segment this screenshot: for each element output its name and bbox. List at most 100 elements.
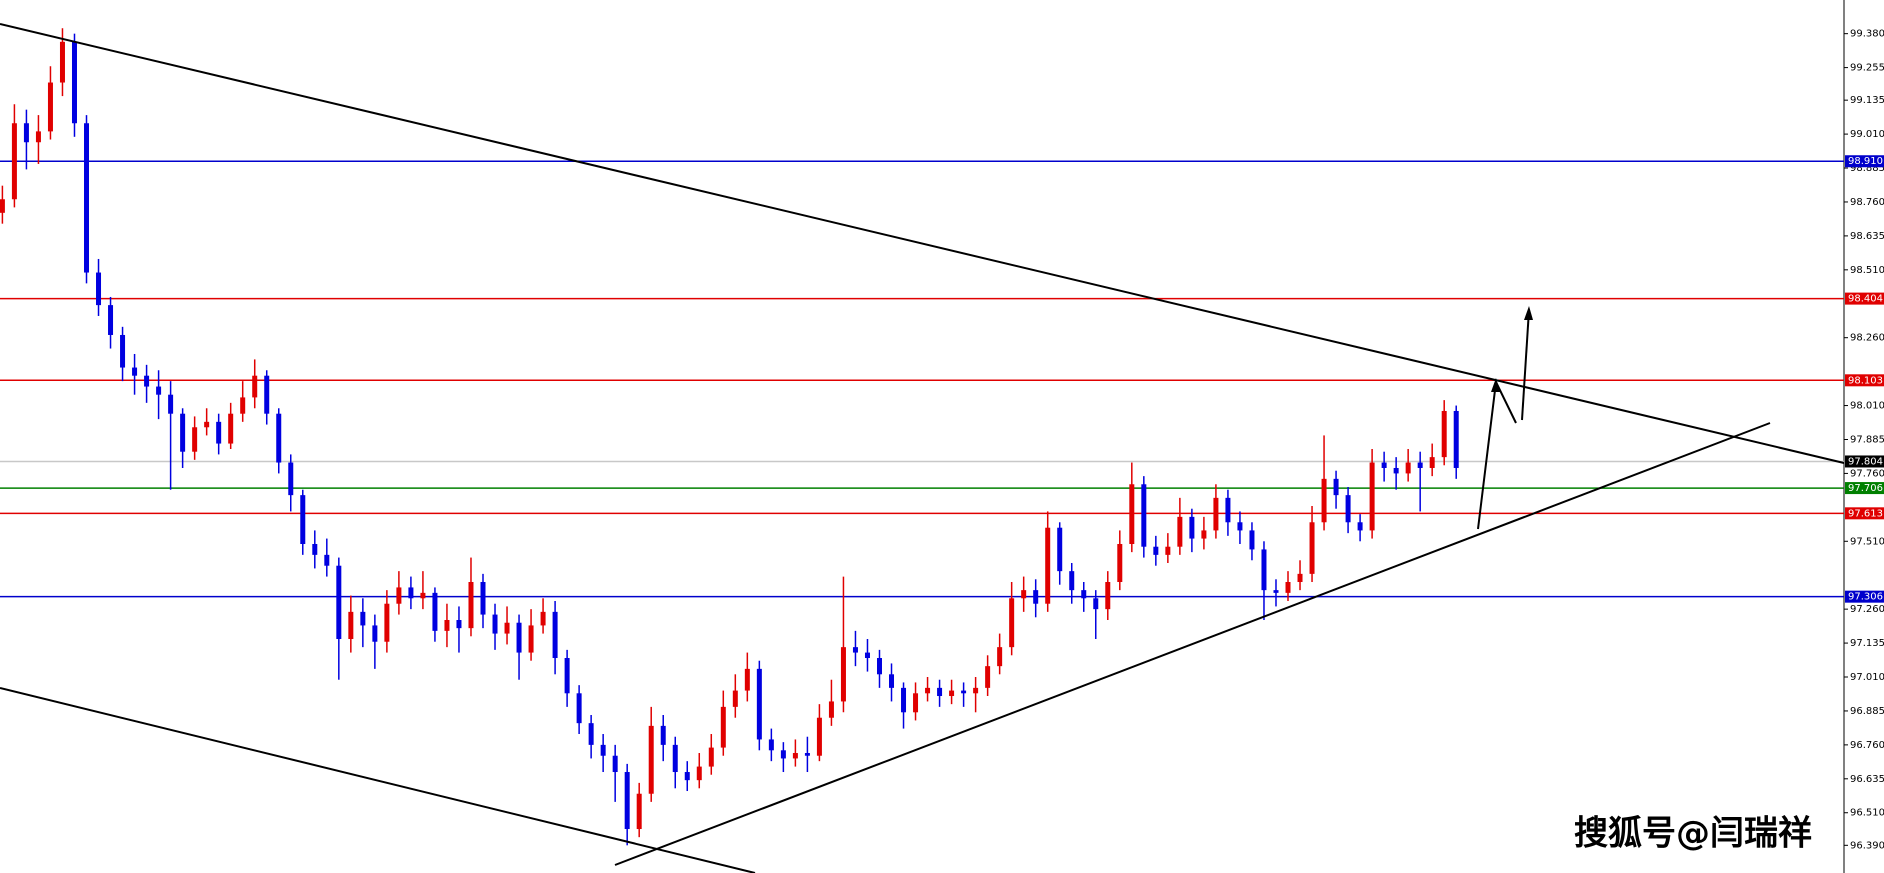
candle-body bbox=[372, 625, 378, 642]
candle-body bbox=[840, 647, 846, 702]
candle-body bbox=[1333, 478, 1339, 496]
candle-body bbox=[204, 421, 210, 428]
candle-body bbox=[768, 739, 774, 751]
candle-body bbox=[59, 41, 65, 83]
candle-body bbox=[600, 744, 606, 756]
candle-body bbox=[408, 587, 414, 599]
y-tick-label: 97.760 bbox=[1850, 468, 1884, 479]
candle-body bbox=[708, 747, 714, 767]
level-label-bg bbox=[1845, 507, 1884, 520]
candle-body bbox=[780, 750, 786, 759]
candle-body bbox=[300, 495, 306, 544]
candle-body bbox=[420, 592, 426, 599]
candle-body bbox=[1009, 598, 1015, 648]
candle-body bbox=[540, 611, 546, 626]
y-tick-label: 97.510 bbox=[1850, 536, 1884, 547]
candle-body bbox=[1201, 530, 1207, 539]
candle-body bbox=[240, 397, 246, 414]
candle-body bbox=[384, 603, 390, 642]
candle-body bbox=[0, 199, 5, 213]
candle-body bbox=[336, 565, 342, 640]
candle-body bbox=[816, 717, 822, 756]
candle-body bbox=[1213, 497, 1219, 531]
candle-body bbox=[720, 706, 726, 748]
candle-body bbox=[192, 427, 198, 452]
candle-body bbox=[1165, 546, 1171, 555]
candle-body bbox=[949, 690, 955, 697]
candle-body bbox=[961, 690, 967, 694]
candle-body bbox=[1225, 497, 1231, 523]
candles bbox=[0, 28, 1459, 846]
candle-body bbox=[11, 123, 17, 200]
candle-body bbox=[1309, 522, 1315, 574]
candle-body bbox=[396, 587, 402, 604]
candle-body bbox=[348, 611, 354, 640]
candle-body bbox=[144, 375, 150, 387]
candle-body bbox=[828, 701, 834, 718]
candle-body bbox=[108, 305, 114, 335]
y-tick-label: 97.260 bbox=[1850, 604, 1884, 615]
y-tick-label: 97.135 bbox=[1850, 638, 1884, 649]
y-axis: 99.380 99.255 99.135 99.010 98.885 98.760 98.6… bbox=[1844, 29, 1884, 851]
candle-body bbox=[852, 647, 858, 653]
candle-body bbox=[1273, 590, 1279, 593]
candle-body bbox=[804, 753, 810, 756]
candle-body bbox=[228, 413, 234, 444]
candle-body bbox=[1093, 598, 1099, 610]
y-tick-label: 99.380 bbox=[1850, 29, 1884, 40]
candle-body bbox=[84, 123, 90, 273]
candle-body bbox=[901, 687, 907, 713]
candle-body bbox=[360, 611, 366, 626]
trend-lines bbox=[0, 23, 1845, 873]
candle-body bbox=[324, 554, 330, 566]
y-tick-label: 96.635 bbox=[1850, 774, 1884, 785]
candle-body bbox=[624, 772, 630, 830]
candle-body bbox=[168, 394, 174, 414]
y-tick-label: 98.635 bbox=[1850, 231, 1884, 242]
level-label: 98.103 bbox=[1848, 375, 1883, 386]
candle-body bbox=[672, 744, 678, 773]
level-label: 97.613 bbox=[1848, 508, 1883, 519]
y-tick-label: 98.510 bbox=[1850, 265, 1884, 276]
candle-body bbox=[432, 592, 438, 631]
candle-body bbox=[312, 543, 318, 555]
candle-body bbox=[1285, 582, 1291, 593]
candle-body bbox=[889, 674, 895, 688]
candle-body bbox=[1393, 467, 1399, 474]
level-label: 97.706 bbox=[1848, 483, 1883, 494]
candle-body bbox=[1453, 410, 1459, 468]
candle-body bbox=[1405, 462, 1411, 474]
level-label-bg bbox=[1845, 292, 1884, 305]
candle-body bbox=[1057, 527, 1063, 572]
candle-body bbox=[264, 375, 270, 414]
candle-body bbox=[576, 693, 582, 724]
candle-body bbox=[1249, 530, 1255, 550]
level-label: 97.306 bbox=[1848, 592, 1883, 603]
candle-body bbox=[1117, 543, 1123, 582]
candle-body bbox=[744, 668, 750, 691]
candle-body bbox=[120, 334, 126, 368]
candle-body bbox=[156, 386, 162, 395]
candle-body bbox=[1105, 582, 1111, 610]
candle-body bbox=[792, 753, 798, 759]
candle-body bbox=[1321, 478, 1327, 523]
levels: 98.910 98.404 98.103 97.804 97.706 97.613 97.3… bbox=[0, 155, 1884, 603]
candle-body bbox=[180, 413, 186, 452]
candle-body bbox=[864, 652, 870, 659]
candle-body bbox=[588, 723, 594, 745]
trend-line bbox=[0, 23, 1845, 464]
candle-body bbox=[1369, 462, 1375, 531]
y-tick-label: 96.390 bbox=[1850, 840, 1884, 851]
candle-body bbox=[1045, 527, 1051, 604]
candle-body bbox=[1189, 516, 1195, 539]
candle-body bbox=[96, 272, 102, 306]
candle-body bbox=[997, 647, 1003, 667]
candle-body bbox=[1357, 522, 1363, 531]
candle-body bbox=[1441, 410, 1447, 458]
candle-body bbox=[1345, 495, 1351, 523]
candle-body bbox=[23, 123, 29, 143]
level-label-bg bbox=[1845, 374, 1884, 387]
candle-body bbox=[925, 687, 931, 694]
level-label-bg bbox=[1845, 482, 1884, 495]
